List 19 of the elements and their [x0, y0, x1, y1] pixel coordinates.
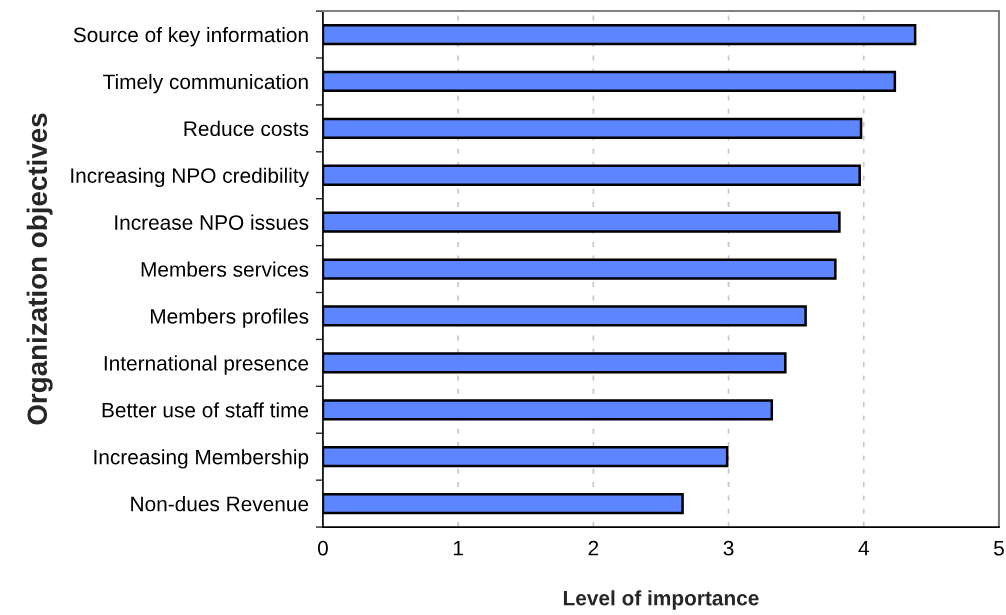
y-axis-title: Organization objectives — [26, 113, 53, 425]
y-tick-label: Non-dues Revenue — [131, 496, 309, 512]
y-tick-label: Source of key information — [73, 26, 308, 47]
y-tick-label: Increasing Membership — [94, 449, 309, 469]
y-tick-label: Increase NPO issues — [115, 214, 309, 230]
x-axis-title: Level of importance — [563, 590, 759, 610]
y-tick-label: Better use of staff time — [102, 402, 309, 418]
y-tick-label: Members services — [141, 261, 309, 277]
x-tick-label: 2 — [588, 540, 599, 556]
y-tick-label: Members profiles — [150, 308, 309, 328]
y-tick-label: International presence — [104, 355, 309, 375]
y-tick-label: Reduce costs — [184, 120, 309, 137]
x-tick-label: 0 — [317, 540, 328, 556]
x-tick-label: 4 — [858, 541, 869, 556]
y-tick-label: Timely communication — [103, 73, 308, 94]
x-tick-label: 3 — [723, 540, 734, 556]
x-tick-label: 5 — [994, 541, 1004, 556]
x-tick-label: 1 — [453, 541, 463, 556]
y-tick-label: Increasing NPO credibility — [71, 167, 310, 188]
